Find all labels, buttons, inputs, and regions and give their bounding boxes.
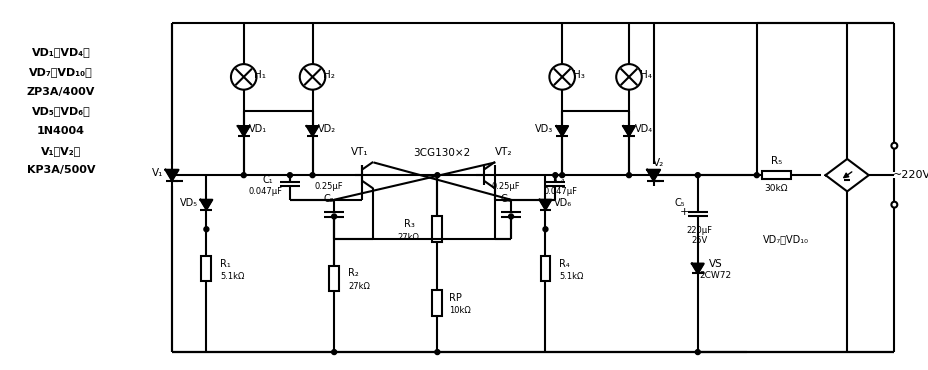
Text: 2CW72: 2CW72 [699, 271, 730, 280]
Polygon shape [556, 126, 567, 136]
Circle shape [310, 173, 315, 178]
Circle shape [543, 227, 548, 232]
Text: VD₃: VD₃ [535, 124, 553, 134]
Text: VD₆: VD₆ [553, 198, 572, 208]
Bar [761, 171, 791, 179]
Circle shape [694, 173, 700, 178]
Circle shape [204, 227, 209, 232]
Text: KP3A/500V: KP3A/500V [27, 165, 95, 175]
Circle shape [508, 214, 513, 219]
Text: 0.25μF: 0.25μF [491, 182, 520, 191]
Text: V₂: V₂ [652, 158, 664, 168]
Circle shape [331, 214, 336, 219]
Text: 0.047μF: 0.047μF [543, 187, 576, 196]
Text: C₃: C₃ [500, 194, 511, 204]
Bar [540, 256, 549, 281]
Text: ZP3A/400V: ZP3A/400V [27, 87, 95, 97]
Text: R₅: R₅ [770, 157, 781, 166]
Polygon shape [306, 126, 318, 136]
Text: +: + [678, 206, 688, 216]
Bar [201, 256, 211, 281]
Circle shape [559, 173, 564, 178]
Circle shape [287, 173, 292, 178]
Polygon shape [623, 126, 634, 136]
Polygon shape [539, 200, 550, 209]
Text: VD₄: VD₄ [634, 124, 652, 134]
Text: RP: RP [448, 293, 461, 303]
Circle shape [625, 173, 631, 178]
Text: C₂: C₂ [324, 194, 334, 204]
Text: VT₁: VT₁ [351, 147, 368, 157]
Text: 3CG130×2: 3CG130×2 [413, 148, 470, 158]
Bar [432, 216, 442, 242]
Text: H₄: H₄ [639, 70, 651, 80]
Text: VT₂: VT₂ [494, 147, 511, 157]
Text: VD₁～VD₄、: VD₁～VD₄、 [32, 47, 90, 57]
Text: VD₂: VD₂ [318, 124, 336, 134]
Bar [432, 290, 442, 316]
Text: 220μF: 220μF [686, 226, 712, 235]
Text: VD₅、VD₆：: VD₅、VD₆： [32, 106, 90, 116]
Text: VD₇～VD₁₀: VD₇～VD₁₀ [763, 234, 808, 244]
Circle shape [754, 173, 758, 178]
Bar [329, 266, 339, 291]
Text: ~220V: ~220V [892, 170, 928, 180]
Circle shape [241, 173, 246, 178]
Circle shape [694, 350, 700, 354]
Text: VD₇～VD₁₀：: VD₇～VD₁₀： [29, 67, 93, 77]
Text: R₄: R₄ [559, 259, 570, 269]
Text: 1N4004: 1N4004 [37, 126, 84, 136]
Polygon shape [238, 126, 250, 136]
Circle shape [552, 173, 557, 178]
Text: R₁: R₁ [220, 259, 231, 269]
Text: 5.1kΩ: 5.1kΩ [220, 272, 244, 281]
Circle shape [331, 350, 336, 354]
Text: R₂: R₂ [348, 269, 358, 279]
Text: V₁、V₂：: V₁、V₂： [41, 146, 81, 156]
Text: C₄: C₄ [554, 175, 565, 185]
Polygon shape [200, 200, 213, 209]
Text: VS: VS [708, 259, 722, 269]
Text: VD₅: VD₅ [179, 198, 198, 208]
Circle shape [434, 350, 439, 354]
Text: H₃: H₃ [573, 70, 585, 80]
Circle shape [434, 173, 439, 178]
Text: 0.047μF: 0.047μF [248, 187, 282, 196]
Text: 30kΩ: 30kΩ [764, 184, 787, 194]
Text: 25V: 25V [690, 236, 707, 245]
Text: V₁: V₁ [151, 168, 162, 178]
Text: H₂: H₂ [323, 70, 335, 80]
Text: C₅: C₅ [674, 198, 685, 208]
Text: 10kΩ: 10kΩ [448, 306, 470, 315]
Text: 27kΩ: 27kΩ [348, 282, 369, 291]
Polygon shape [165, 170, 178, 181]
Text: VD₁: VD₁ [249, 124, 267, 134]
Polygon shape [647, 170, 660, 181]
Text: 0.25μF: 0.25μF [315, 182, 343, 191]
Text: H₁: H₁ [254, 70, 266, 80]
Circle shape [651, 173, 655, 178]
Polygon shape [691, 263, 702, 273]
Text: 5.1kΩ: 5.1kΩ [559, 272, 583, 281]
Text: C₁: C₁ [263, 175, 274, 185]
Text: 27kΩ: 27kΩ [396, 233, 419, 242]
Text: R₃: R₃ [404, 219, 415, 229]
